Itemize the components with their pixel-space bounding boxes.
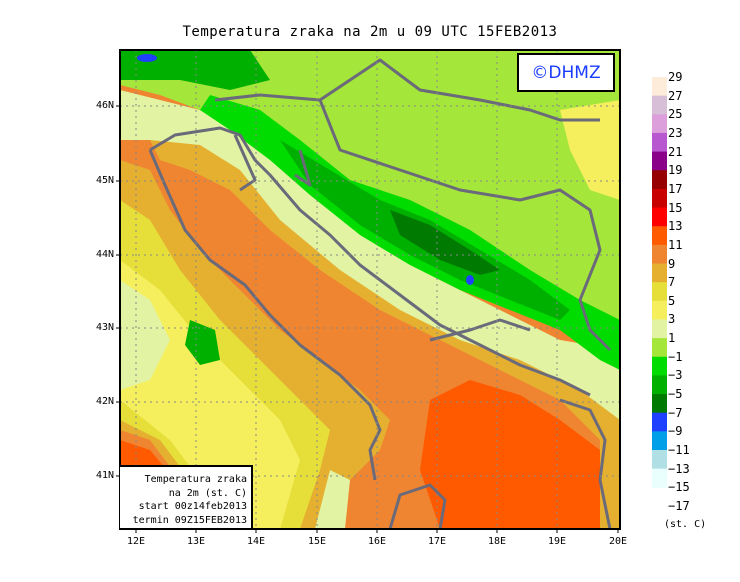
field-11-13-southeast: [420, 380, 620, 529]
colorbar-swatch: [652, 431, 667, 451]
info-line: start 00z14feb2013: [138, 501, 247, 512]
colorbar-label: 19: [668, 163, 683, 178]
colorbar-swatch: [652, 375, 667, 395]
colorbar-swatch: [652, 207, 667, 227]
field-minus9-spot-nw: [137, 54, 157, 62]
colorbar-swatch: [652, 412, 667, 432]
lon-label: 16E: [367, 536, 387, 547]
colorbar-label: 15: [668, 200, 683, 215]
colorbar-swatch: [652, 188, 667, 209]
colorbar-label: −3: [668, 368, 683, 383]
colorbar-label: 25: [668, 107, 683, 122]
field-3-5-italy: [120, 260, 300, 529]
lat-label: 46N: [96, 100, 115, 111]
colorbar-swatch: [652, 450, 667, 470]
field-1-3-italy-south: [315, 470, 350, 529]
field-1-3-italy: [120, 280, 170, 390]
colorbar-label: −9: [668, 424, 683, 439]
lat-label: 43N: [96, 322, 115, 333]
field-3-5-east: [560, 100, 620, 200]
colorbar-label: 23: [668, 125, 683, 140]
colorbar-swatch: [652, 282, 667, 302]
colorbar-label: 7: [668, 275, 676, 290]
colorbar-swatch: [652, 170, 667, 190]
colorbar-label: 1: [668, 331, 676, 346]
colorbar-swatch: [652, 151, 667, 171]
colorbar-swatch: [652, 394, 667, 414]
field-minus9-spot: [466, 275, 474, 285]
colorbar-label: 27: [668, 88, 683, 103]
lon-label: 19E: [547, 536, 567, 547]
colorbar-swatch: [652, 319, 667, 339]
field-1-3-north: [120, 90, 620, 420]
lon-label: 20E: [608, 536, 628, 547]
colorbar-label: 3: [668, 312, 676, 327]
lon-label: 12E: [126, 536, 146, 547]
info-box: Temperatura zraka na 2m (st. C) start 00…: [120, 465, 253, 528]
lon-label: 15E: [307, 536, 327, 547]
map-title: Temperatura zraka na 2m u 09 UTC 15FEB20…: [182, 24, 558, 40]
lat-label: 41N: [96, 470, 115, 481]
colorbar: [652, 77, 667, 488]
colorbar-label: 29: [668, 70, 683, 84]
lon-label: 18E: [487, 536, 507, 547]
lon-label: 14E: [246, 536, 266, 547]
colorbar-label: −15: [668, 480, 690, 495]
colorbar-swatch: [652, 338, 667, 358]
colorbar-swatch: [652, 226, 667, 246]
colorbar-swatch: [652, 95, 667, 115]
coastlines-and-borders: [148, 58, 612, 529]
dhmz-logo: ©DHMZ: [517, 53, 615, 92]
info-line: termin 09Z15FEB2013: [132, 514, 247, 526]
lat-label: 44N: [96, 249, 115, 260]
colorbar-swatch: [652, 300, 667, 320]
field-minus3-minus1-northwest: [120, 50, 270, 90]
graticule: [120, 50, 620, 529]
colorbar-label: 17: [668, 181, 683, 196]
colorbar-label: −5: [668, 387, 683, 402]
colorbar-swatch: [652, 468, 667, 488]
colorbar-swatch: [652, 132, 667, 153]
colorbar-label: −17: [668, 498, 690, 513]
colorbar-label: −13: [668, 461, 690, 476]
lon-label: 17E: [427, 536, 447, 547]
colorbar-label: 5: [668, 293, 676, 308]
colorbar-unit: (st. C): [664, 519, 707, 530]
colorbar-label: −1: [668, 349, 683, 364]
colorbar-swatch: [652, 263, 667, 283]
lon-label: 13E: [186, 536, 206, 547]
lat-label: 45N: [96, 175, 115, 186]
colorbar-swatch: [652, 114, 667, 134]
colorbar-label: 21: [668, 144, 683, 159]
colorbar-label: 13: [668, 219, 683, 234]
map-frame: [119, 49, 621, 530]
axis-ticks: [116, 105, 619, 533]
colorbar-label: −11: [668, 443, 690, 457]
colorbar-swatch: [652, 77, 667, 97]
colorbar-swatch: [652, 244, 667, 264]
field-minus3-italy-spots: [185, 320, 220, 365]
colorbar-label: −7: [668, 405, 683, 420]
colorbar-label: 11: [668, 237, 683, 252]
lat-label: 42N: [96, 396, 115, 407]
field-minus7-minus5-dinaric: [390, 210, 500, 275]
colorbar-label: 9: [668, 256, 676, 271]
info-line: na 2m (st. C): [168, 487, 247, 499]
info-line: Temperatura zraka: [144, 474, 247, 485]
colorbar-swatch: [652, 356, 667, 376]
